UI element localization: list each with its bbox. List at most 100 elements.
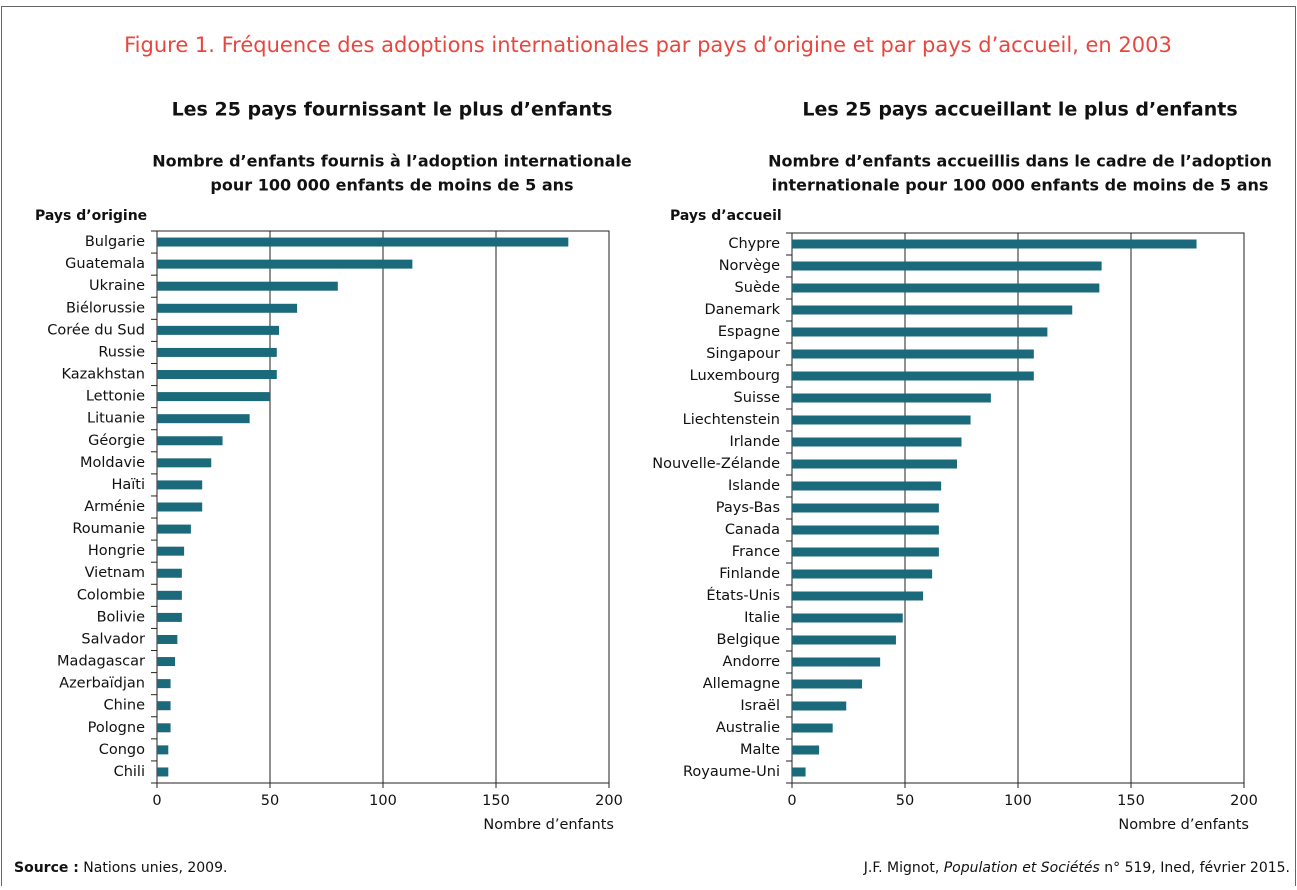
bar bbox=[157, 502, 203, 512]
bar bbox=[792, 327, 1048, 337]
bar bbox=[792, 745, 820, 755]
credit: J.F. Mignot, Population et Sociétés n° 5… bbox=[863, 860, 1290, 876]
x-tick-label: 50 bbox=[261, 793, 279, 809]
y-tick-label: Nouvelle-Zélande bbox=[652, 456, 780, 472]
y-tick-label: Chypre bbox=[728, 236, 780, 252]
y-tick-label: Australie bbox=[716, 720, 780, 736]
bar bbox=[792, 305, 1073, 315]
bar bbox=[157, 392, 270, 402]
credit-rest: n° 519, Ined, février 2015. bbox=[1100, 860, 1290, 876]
y-tick-label: Biélorussie bbox=[66, 300, 145, 316]
bar bbox=[157, 546, 185, 556]
bar bbox=[792, 393, 991, 403]
y-tick-label: Finlande bbox=[719, 566, 780, 582]
bar bbox=[792, 547, 939, 557]
chart-subtitle: Nombre d’enfants fournis à l’adoption in… bbox=[152, 152, 632, 171]
bar bbox=[157, 767, 169, 777]
bar bbox=[157, 325, 280, 335]
y-tick-label: Espagne bbox=[718, 324, 780, 340]
bar bbox=[157, 259, 413, 269]
bar bbox=[792, 525, 939, 535]
y-tick-label: Danemark bbox=[704, 302, 780, 318]
y-tick-label: Vietnam bbox=[85, 565, 145, 581]
chart-subtitle: internationale pour 100 000 enfants de m… bbox=[772, 176, 1269, 195]
x-tick-label: 100 bbox=[369, 793, 397, 809]
source: Source : Nations unies, 2009. bbox=[14, 860, 227, 876]
y-tick-label: Salvador bbox=[81, 631, 145, 647]
credit-author: J.F. Mignot, bbox=[863, 860, 944, 876]
bar bbox=[157, 414, 250, 424]
y-tick-label: Lituanie bbox=[87, 411, 145, 427]
x-tick-label: 200 bbox=[1230, 793, 1258, 809]
bar bbox=[792, 371, 1034, 381]
bar bbox=[157, 634, 178, 644]
y-tick-label: Malte bbox=[740, 742, 780, 758]
y-tick-label: Congo bbox=[99, 742, 145, 758]
bar bbox=[157, 701, 171, 711]
bar bbox=[157, 723, 171, 733]
bar bbox=[792, 349, 1034, 359]
figure-title: Figure 1. Fréquence des adoptions intern… bbox=[124, 33, 1172, 57]
y-tick-label: Allemagne bbox=[703, 676, 780, 692]
chart-title: Les 25 pays fournissant le plus d’enfant… bbox=[172, 99, 613, 121]
y-tick-label: Moldavie bbox=[80, 455, 145, 471]
y-tick-label: Roumanie bbox=[72, 521, 145, 537]
y-tick-label: Hongrie bbox=[88, 543, 145, 559]
y-tick-label: France bbox=[732, 544, 780, 560]
bar bbox=[792, 437, 962, 447]
y-tick-label: Suède bbox=[735, 280, 781, 296]
y-tick-label: Haïti bbox=[111, 477, 145, 493]
x-axis-label: Nombre d’enfants bbox=[1118, 817, 1249, 833]
y-tick-label: Belgique bbox=[717, 632, 781, 648]
y-tick-label: Chili bbox=[114, 764, 145, 780]
bar bbox=[157, 679, 171, 689]
x-tick-label: 150 bbox=[1117, 793, 1145, 809]
y-tick-label: Géorgie bbox=[88, 433, 145, 449]
y-tick-label: Russie bbox=[98, 344, 145, 360]
y-tick-label: Liechtenstein bbox=[683, 412, 780, 428]
bar bbox=[792, 701, 847, 711]
y-tick-label: Bolivie bbox=[97, 609, 145, 625]
y-tick-label: Ukraine bbox=[89, 278, 145, 294]
bar bbox=[157, 745, 169, 755]
source-text: Nations unies, 2009. bbox=[79, 860, 228, 876]
frame bbox=[1, 6, 1296, 886]
y-tick-label: Islande bbox=[728, 478, 780, 494]
bar bbox=[157, 370, 277, 380]
y-tick-label: Madagascar bbox=[57, 654, 145, 670]
chart-subtitle: Nombre d’enfants accueillis dans le cadr… bbox=[768, 152, 1272, 171]
bar bbox=[792, 569, 933, 579]
y-tick-label: Andorre bbox=[723, 654, 781, 670]
bar bbox=[792, 239, 1197, 249]
bar bbox=[792, 283, 1100, 293]
bar bbox=[157, 458, 212, 468]
y-tick-label: Pologne bbox=[88, 720, 145, 736]
chart-subtitle: pour 100 000 enfants de moins de 5 ans bbox=[210, 176, 573, 195]
y-axis-label: Pays d’accueil bbox=[670, 208, 782, 224]
bar bbox=[792, 459, 957, 469]
bar bbox=[792, 657, 881, 667]
bar bbox=[157, 590, 182, 600]
y-tick-label: Norvège bbox=[719, 258, 780, 274]
bar bbox=[157, 303, 298, 313]
bar bbox=[792, 635, 896, 645]
y-tick-label: Singapour bbox=[706, 346, 780, 362]
x-axis-label: Nombre d’enfants bbox=[483, 817, 614, 833]
y-tick-label: Bulgarie bbox=[85, 234, 145, 250]
bar bbox=[157, 281, 338, 291]
bar bbox=[792, 503, 939, 513]
y-tick-label: Chine bbox=[104, 698, 146, 714]
y-tick-label: Luxembourg bbox=[690, 368, 780, 384]
x-tick-label: 50 bbox=[896, 793, 914, 809]
bar bbox=[157, 524, 191, 534]
bar bbox=[792, 679, 863, 689]
bar bbox=[157, 347, 277, 357]
y-tick-label: Suisse bbox=[734, 390, 781, 406]
y-tick-label: Italie bbox=[744, 610, 780, 626]
credit-journal: Population et Sociétés bbox=[944, 860, 1100, 876]
x-tick-label: 0 bbox=[152, 793, 161, 809]
y-tick-label: Arménie bbox=[84, 499, 145, 515]
bar bbox=[792, 613, 903, 623]
chart-title: Les 25 pays accueillant le plus d’enfant… bbox=[802, 99, 1237, 121]
x-tick-label: 100 bbox=[1004, 793, 1032, 809]
